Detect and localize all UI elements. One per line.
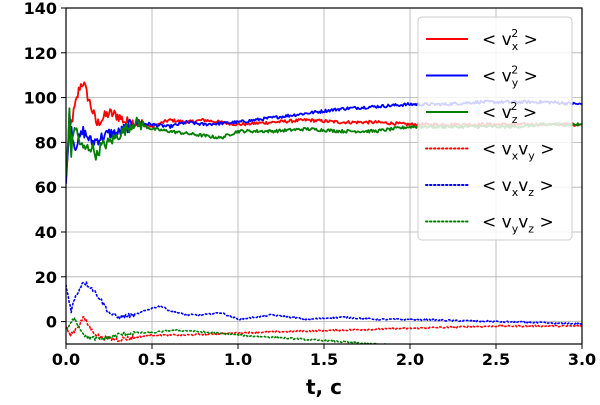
y-tick-label: 0 xyxy=(46,313,57,332)
legend-label: < vxvz > xyxy=(482,176,554,199)
legend-label: < vxvy > xyxy=(482,140,554,163)
x-tick-label: 1.5 xyxy=(310,350,338,369)
x-axis-title: t, c xyxy=(306,375,342,399)
y-tick-label: 140 xyxy=(24,0,57,18)
series-line-6 xyxy=(66,317,395,344)
x-tick-label: 3.0 xyxy=(568,350,596,369)
tick-labels: 0.0 0.5 1.0 1.5 2.0 2.5 3.0 0 20 40 60 80 100 120 140 xyxy=(24,0,597,369)
y-tick-label: 80 xyxy=(35,133,57,152)
legend-box xyxy=(417,16,573,241)
y-tick-label: 100 xyxy=(24,89,57,108)
y-tick-label: 20 xyxy=(35,268,57,287)
series-line-4 xyxy=(66,315,582,343)
x-tick-label: 0.5 xyxy=(138,350,166,369)
legend-label: < vy2 > xyxy=(482,64,538,90)
x-tick-label: 0.0 xyxy=(52,350,80,369)
series-line-5 xyxy=(66,281,582,326)
legend-label: < vx2 > xyxy=(482,27,538,53)
legend: < vx2 > < vy2 > < vz2 > < vxvy > < vxvz > < v… xyxy=(417,16,573,241)
legend-label: < vz2 > xyxy=(482,100,537,126)
y-tick-label: 60 xyxy=(35,178,57,197)
y-tick-label: 120 xyxy=(24,44,57,63)
x-tick-label: 1.0 xyxy=(224,350,252,369)
legend-label: < vyvz > xyxy=(482,213,554,236)
x-tick-label: 2.5 xyxy=(482,350,510,369)
x-tick-label: 2.0 xyxy=(396,350,424,369)
y-tick-label: 40 xyxy=(35,223,57,242)
